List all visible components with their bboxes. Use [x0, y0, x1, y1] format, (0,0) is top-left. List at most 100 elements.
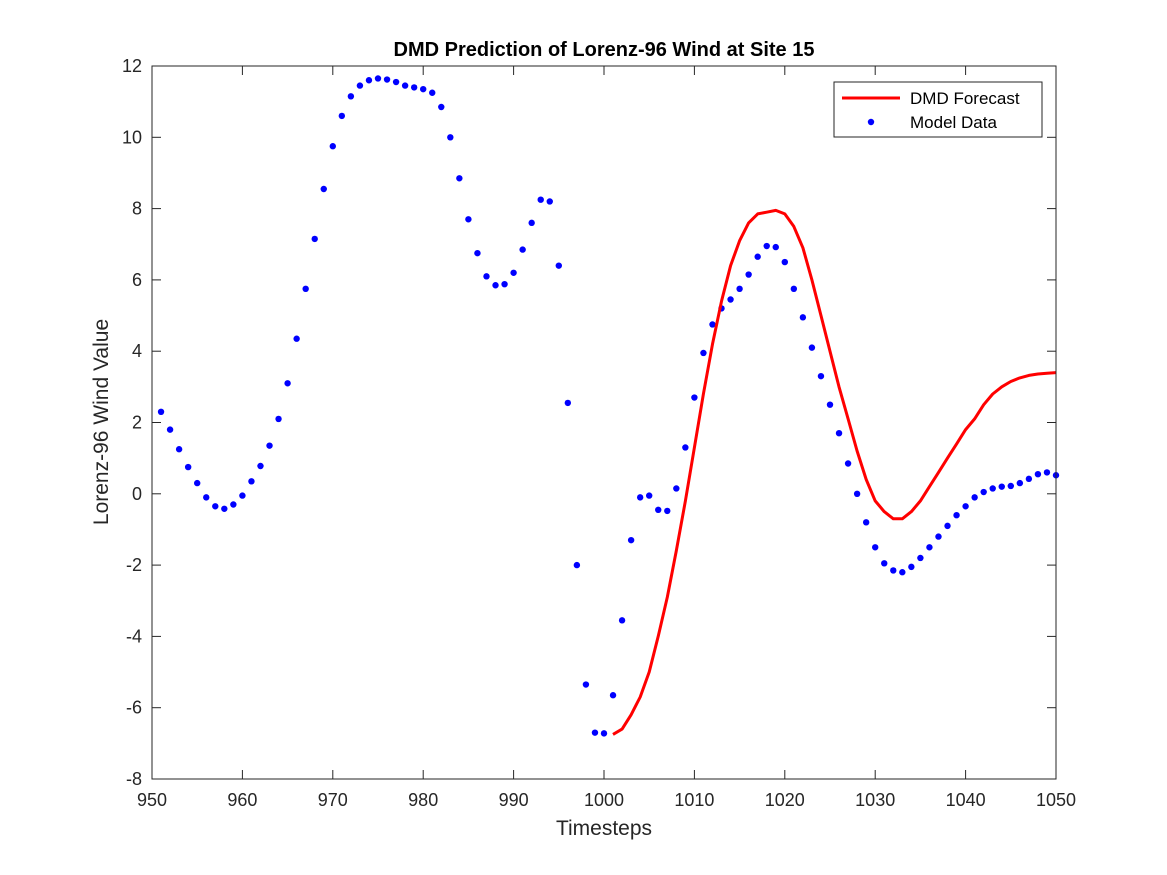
model-data-point	[347, 93, 355, 100]
x-tick-label: 980	[408, 790, 438, 810]
model-data-point	[790, 285, 798, 293]
x-tick-label: 1030	[855, 790, 895, 810]
model-data-point	[826, 401, 834, 408]
model-data-point	[257, 462, 264, 470]
model-data-point	[501, 280, 508, 288]
model-data-point	[365, 77, 373, 84]
model-data-point	[157, 408, 165, 416]
model-data-point	[266, 442, 273, 449]
x-tick-label: 960	[227, 790, 257, 810]
model-data-point	[401, 82, 409, 89]
model-data-point	[808, 344, 816, 351]
x-tick-label: 1050	[1036, 790, 1076, 810]
model-data-point	[537, 196, 544, 203]
model-data-point	[383, 76, 391, 83]
model-data-point	[673, 485, 680, 492]
model-data-point	[917, 554, 924, 562]
model-data-point	[555, 262, 562, 269]
model-data-point	[763, 242, 770, 250]
model-data-point	[971, 494, 978, 501]
x-tick-label: 970	[318, 790, 348, 810]
x-tick-label: 1010	[674, 790, 714, 810]
model-data-point	[410, 84, 418, 91]
model-data-point	[853, 490, 861, 497]
legend-box	[833, 81, 1043, 138]
model-data-point	[835, 429, 843, 437]
x-axis-label: Timesteps	[556, 817, 652, 840]
tick-labels: 950 960 970 980 990 1000 1010 1020 1030 1040 1050-…	[122, 56, 1076, 810]
model-data-point	[1016, 479, 1024, 487]
model-data-point	[175, 446, 183, 453]
legend-forecast-label: DMD Forecast	[910, 89, 1020, 108]
model-data-point	[311, 235, 318, 243]
model-data-point	[736, 285, 743, 293]
model-data-point	[510, 269, 517, 276]
model-data-point	[754, 253, 761, 260]
axes-box	[151, 65, 1057, 780]
model-data-point	[591, 729, 599, 736]
model-data-point	[528, 219, 535, 227]
y-tick-label: 6	[132, 270, 142, 290]
model-data-point	[953, 511, 960, 519]
model-data-point	[691, 394, 698, 401]
model-data-point	[564, 399, 572, 407]
model-data-point	[899, 569, 906, 576]
model-data-point	[1043, 469, 1051, 476]
model-data-point	[935, 533, 942, 540]
model-data-point	[655, 506, 662, 514]
model-data-point	[420, 85, 427, 93]
model-data-point	[474, 249, 481, 257]
model-data-point	[745, 271, 752, 278]
legend: DMD Forecast Model Data	[833, 81, 1043, 138]
model-data-point	[646, 492, 653, 499]
model-data-point	[392, 78, 400, 86]
y-tick-label: 10	[122, 127, 142, 147]
model-data-point	[338, 112, 346, 120]
model-data-point	[320, 185, 327, 193]
model-data-point	[817, 372, 825, 380]
y-tick-label: 2	[132, 413, 142, 433]
model-data-point	[194, 479, 201, 487]
model-data-point	[429, 89, 436, 96]
model-data-point	[998, 483, 1005, 490]
model-data-point	[881, 560, 888, 567]
model-data-point	[799, 314, 807, 321]
model-data-point	[447, 134, 454, 141]
model-data-point	[582, 681, 590, 688]
y-tick-label: 12	[122, 56, 142, 76]
model-data-point	[284, 380, 291, 387]
model-data-point	[636, 494, 644, 501]
model-data-point	[248, 478, 255, 485]
model-data-point	[465, 216, 472, 223]
model-data-point	[329, 143, 336, 150]
model-data-point	[483, 273, 490, 280]
x-tick-label: 1000	[584, 790, 624, 810]
plot-area	[152, 66, 1056, 779]
model-data-point	[293, 335, 300, 342]
model-data-point	[302, 285, 309, 293]
model-data-point	[980, 488, 987, 496]
model-data-point	[221, 505, 228, 512]
model-data-point	[664, 507, 671, 515]
model-data-point	[682, 444, 689, 451]
model-data-point	[230, 501, 237, 508]
model-data-point	[1025, 475, 1033, 483]
model-data-point	[212, 503, 219, 510]
model-data-point	[184, 463, 192, 471]
y-tick-label: -6	[126, 698, 142, 718]
model-data-point	[492, 282, 499, 289]
model-data-point	[727, 296, 734, 303]
x-tick-label: 990	[499, 790, 529, 810]
x-tick-label: 1020	[765, 790, 805, 810]
y-tick-label: -8	[126, 769, 142, 789]
model-data-point	[908, 563, 915, 571]
model-data-point	[944, 522, 951, 530]
model-data-point	[573, 561, 581, 569]
model-data-point	[618, 617, 626, 624]
chart-title: DMD Prediction of Lorenz-96 Wind at Site…	[394, 39, 815, 61]
model-data-point	[989, 485, 996, 492]
y-tick-label: 4	[132, 341, 142, 361]
model-data-point	[1007, 482, 1014, 490]
model-data-point	[890, 567, 897, 574]
y-tick-label: -4	[126, 626, 142, 646]
